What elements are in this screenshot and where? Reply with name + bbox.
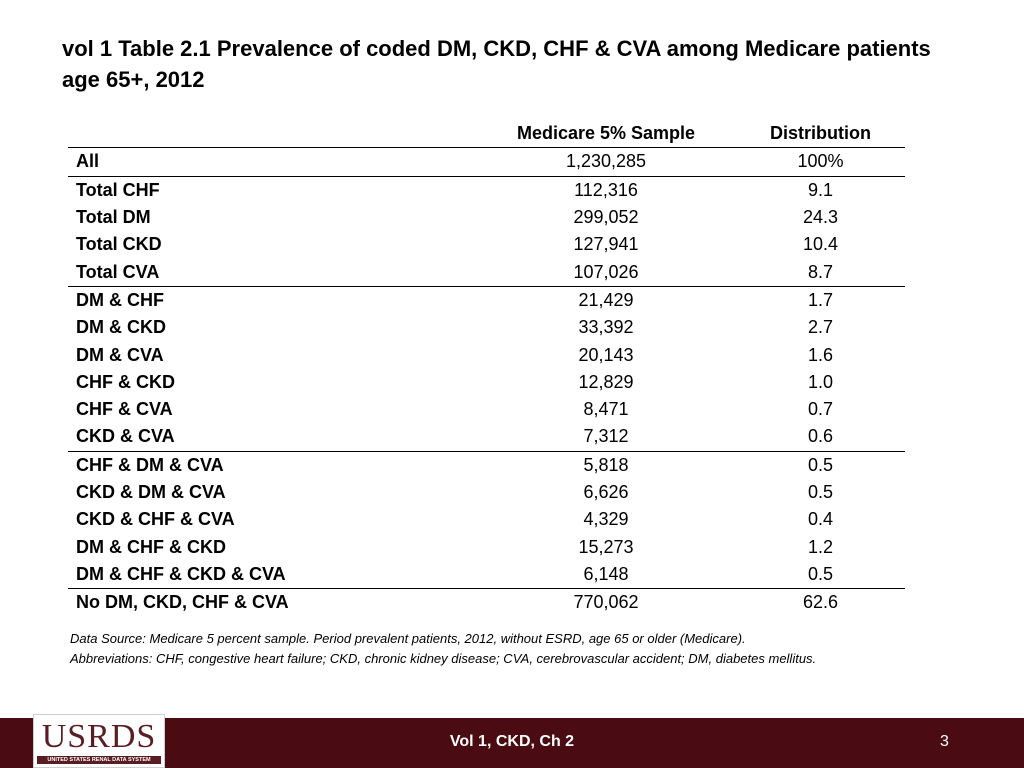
row-label: CKD & CHF & CVA (76, 509, 235, 530)
row-distribution: 8.7 (736, 258, 905, 287)
table-row: CKD & DM & CVA 6,626 0.5 (68, 479, 905, 506)
row-distribution: 0.7 (807, 399, 834, 420)
row-distribution: 1.6 (807, 344, 834, 365)
row-label: CKD & CVA (68, 423, 476, 452)
row-label: DM & CVA (76, 344, 164, 365)
table-row: CHF & DM & CVA 5,818 0.5 (68, 451, 905, 479)
footer-bar (0, 718, 1024, 768)
table-row: DM & CHF 21,429 1.7 (68, 286, 905, 314)
row-distribution: 1.0 (807, 371, 834, 392)
table-row: DM & CHF & CKD 15,273 1.2 (68, 533, 905, 560)
row-sample: 299,052 (573, 207, 639, 228)
page-number: 3 (940, 733, 949, 750)
row-sample: 1,230,285 (476, 147, 736, 177)
table-row: Total CHF 112,316 9.1 (68, 176, 905, 204)
row-label: DM & CHF (76, 289, 164, 310)
table-row: All 1,230,285 100% (68, 147, 905, 177)
row-sample: 15,273 (578, 536, 634, 557)
row-sample: 12,829 (578, 371, 634, 392)
row-label: Total CKD (76, 234, 162, 255)
row-sample: 107,026 (476, 258, 736, 287)
row-label: CHF & CVA (76, 399, 173, 420)
table-row: DM & CKD 33,392 2.7 (68, 314, 905, 341)
row-distribution: 0.5 (736, 560, 905, 590)
prevalence-table-container: Medicare 5% Sample Distribution All 1,23… (68, 120, 905, 616)
header-sample: Medicare 5% Sample (476, 120, 736, 149)
row-sample: 127,941 (573, 234, 639, 255)
header-distribution: Distribution (736, 120, 905, 149)
table-row: CHF & CVA 8,471 0.7 (68, 396, 905, 423)
table-row: Total CVA 107,026 8.7 (68, 258, 905, 287)
row-label: CHF & DM & CVA (76, 454, 224, 475)
row-label: Total DM (76, 207, 151, 228)
row-distribution: 0.5 (807, 454, 834, 475)
row-distribution: 0.6 (736, 423, 905, 452)
row-distribution: 10.4 (802, 234, 839, 255)
row-sample: 21,429 (578, 289, 634, 310)
row-label: DM & CHF & CKD & CVA (68, 560, 476, 590)
table-footnote: Data Source: Medicare 5 percent sample. … (70, 629, 910, 669)
table-header-row: Medicare 5% Sample Distribution (68, 120, 905, 149)
row-label: CHF & CKD (76, 371, 175, 392)
row-sample: 33,392 (578, 317, 634, 338)
usrds-logo: USRDS UNITED STATES RENAL DATA SYSTEM (33, 714, 165, 768)
logo-subtitle: UNITED STATES RENAL DATA SYSTEM (37, 756, 161, 764)
table-row: Total CKD 127,941 10.4 (68, 231, 905, 258)
row-sample: 8,471 (583, 399, 629, 420)
footnote-data-source: Data Source: Medicare 5 percent sample. … (70, 631, 746, 646)
row-distribution: 24.3 (802, 207, 839, 228)
row-label: Total CVA (68, 258, 476, 287)
row-sample: 6,148 (476, 560, 736, 590)
row-distribution: 100% (736, 147, 905, 177)
table-row: Total DM 299,052 24.3 (68, 204, 905, 231)
row-distribution: 1.2 (807, 536, 834, 557)
row-distribution: 62.6 (802, 592, 839, 613)
row-label: No DM, CKD, CHF & CVA (76, 592, 289, 613)
footer-section-label: Vol 1, CKD, Ch 2 (449, 733, 575, 750)
row-distribution: 0.4 (807, 509, 834, 530)
logo-wordmark: USRDS (41, 718, 157, 755)
row-sample: 770,062 (573, 592, 639, 613)
row-label: DM & CKD (76, 317, 166, 338)
row-sample: 7,312 (476, 423, 736, 452)
row-sample: 20,143 (578, 344, 634, 365)
row-label: CKD & DM & CVA (76, 482, 226, 502)
row-label: DM & CHF & CKD (76, 536, 226, 557)
table-row: CKD & CVA 7,312 0.6 (68, 423, 905, 452)
row-distribution: 9.1 (807, 179, 834, 200)
row-sample: 112,316 (574, 179, 638, 200)
header-label (68, 120, 476, 149)
page-title: vol 1 Table 2.1 Prevalence of coded DM, … (62, 36, 931, 92)
row-sample: 4,329 (583, 509, 629, 530)
row-distribution: 2.7 (807, 317, 834, 338)
table-row: No DM, CKD, CHF & CVA 770,062 62.6 (68, 589, 905, 617)
row-sample: 5,818 (583, 454, 629, 475)
table-row: CKD & CHF & CVA 4,329 0.4 (68, 506, 905, 533)
row-distribution: 1.7 (807, 289, 834, 310)
row-distribution: 0.5 (807, 482, 834, 502)
prevalence-table: Medicare 5% Sample Distribution All 1,23… (68, 120, 905, 616)
table-row: CHF & CKD 12,829 1.0 (68, 369, 905, 396)
table-row: DM & CVA 20,143 1.6 (68, 341, 905, 368)
row-label: All (68, 147, 476, 177)
table-row: DM & CHF & CKD & CVA 6,148 0.5 (68, 560, 905, 590)
footnote-abbreviations: Abbreviations: CHF, congestive heart fai… (70, 651, 817, 666)
row-sample: 6,626 (583, 482, 629, 502)
row-label: Total CHF (76, 179, 160, 200)
